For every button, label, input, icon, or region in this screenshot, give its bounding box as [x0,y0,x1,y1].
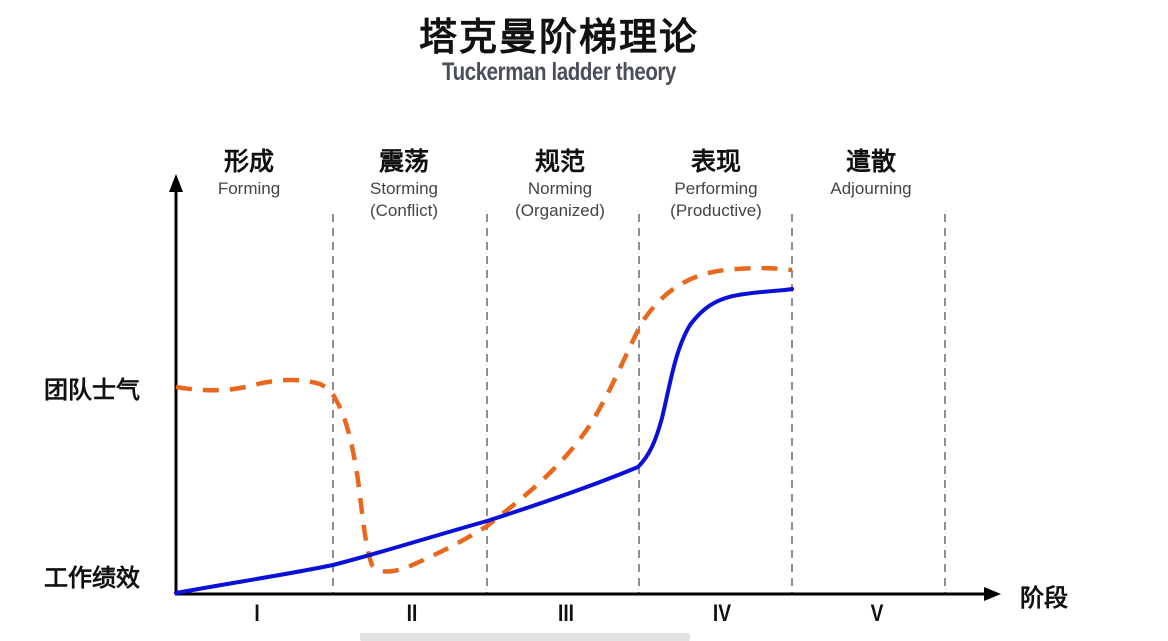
y-axis-arrow-icon [169,174,183,192]
roman-numeral-5: V [870,600,884,627]
stage-label-en: Norming [527,179,593,198]
stage-header-forming: 形成 Forming [172,146,326,200]
stage-dividers [332,214,946,594]
stage-label-cn: 震荡 [378,147,429,176]
stage-label-en: Performing [674,179,758,198]
stage-label-en-sub: (Organized) [515,201,605,220]
stage-label-en-sub: (Productive) [670,201,762,220]
stage-label-en: Forming [217,179,281,198]
morale-curve [175,265,793,574]
performance-curve [174,287,794,595]
stage-label-en: Storming [369,179,439,198]
stage-label-en-sub: (Conflict) [369,201,438,220]
stage-label-cn: 表现 [690,147,741,176]
cropped-caption [360,633,690,641]
roman-numeral-4: IV [712,600,732,627]
x-axis-arrow-icon [984,587,1001,601]
stage-header-norming: 规范 Norming (Organized) [483,146,637,222]
y-label-performance: 工作绩效 [44,564,140,592]
stage-header-storming: 震荡 Storming (Conflict) [327,146,481,222]
roman-numeral-3: III [557,600,574,627]
axes [169,174,1001,601]
roman-numeral-2: II [406,600,418,627]
stage-header-performing: 表现 Performing (Productive) [639,146,793,222]
stage-label-en: Adjourning [830,179,912,198]
y-label-morale: 团队士气 [44,376,140,404]
x-label-stage: 阶段 [1020,584,1068,612]
title-chinese: 塔克曼阶梯理论 [418,15,699,59]
stage-label-cn: 规范 [534,147,585,176]
stage-label-cn: 遣散 [845,147,896,176]
stage-label-cn: 形成 [223,147,274,176]
title-english: Tuckerman ladder theory [441,58,676,86]
roman-numeral-1: I [254,600,260,627]
stage-header-adjourning: 遣散 Adjourning [794,146,948,200]
